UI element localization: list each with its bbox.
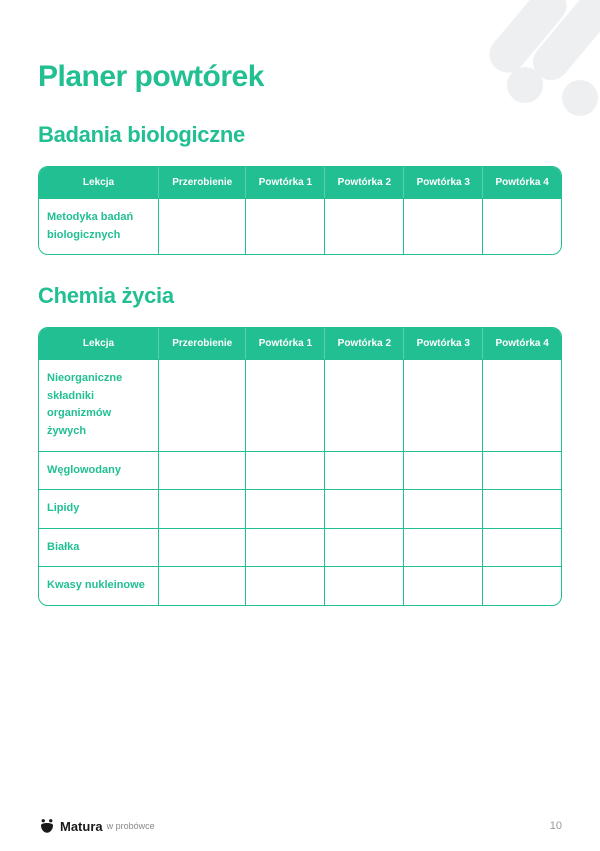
lesson-cell: Białka	[39, 528, 159, 567]
brand-logo: Matura w probówce	[38, 817, 155, 835]
col-header: Przerobienie	[159, 328, 246, 359]
lesson-cell: Nieorganiczne składniki organizmów żywyc…	[39, 359, 159, 450]
check-cell[interactable]	[404, 566, 483, 605]
table-row: Kwasy nukleinowe	[39, 566, 561, 605]
check-cell[interactable]	[325, 528, 404, 567]
table-row: Nieorganiczne składniki organizmów żywyc…	[39, 359, 561, 450]
page-footer: Matura w probówce 10	[0, 817, 600, 835]
check-cell[interactable]	[325, 359, 404, 450]
check-cell[interactable]	[325, 451, 404, 490]
table-row: Białka	[39, 528, 561, 567]
check-cell[interactable]	[246, 528, 325, 567]
check-cell[interactable]	[246, 566, 325, 605]
check-cell[interactable]	[404, 528, 483, 567]
check-cell[interactable]	[483, 198, 561, 254]
check-cell[interactable]	[483, 451, 561, 490]
check-cell[interactable]	[325, 198, 404, 254]
table-row: Węglowodany	[39, 451, 561, 490]
lesson-cell: Kwasy nukleinowe	[39, 566, 159, 605]
col-header: Powtórka 2	[325, 167, 404, 198]
planner-table-1: Lekcja Przerobienie Powtórka 1 Powtórka …	[38, 327, 562, 606]
check-cell[interactable]	[246, 489, 325, 528]
lesson-cell: Metodyka badań biologicznych	[39, 198, 159, 254]
page-title: Planer powtórek	[38, 60, 562, 94]
check-cell[interactable]	[404, 451, 483, 490]
check-cell[interactable]	[404, 359, 483, 450]
col-header: Powtórka 3	[404, 328, 483, 359]
col-header: Powtórka 1	[246, 328, 325, 359]
check-cell[interactable]	[159, 566, 246, 605]
check-cell[interactable]	[159, 451, 246, 490]
col-header: Przerobienie	[159, 167, 246, 198]
table-header-row: Lekcja Przerobienie Powtórka 1 Powtórka …	[39, 328, 561, 359]
lesson-cell: Lipidy	[39, 489, 159, 528]
check-cell[interactable]	[483, 359, 561, 450]
logo-text-main: Matura	[60, 819, 103, 834]
check-cell[interactable]	[246, 451, 325, 490]
col-header: Powtórka 3	[404, 167, 483, 198]
check-cell[interactable]	[159, 359, 246, 450]
table-row: Lipidy	[39, 489, 561, 528]
col-header: Powtórka 1	[246, 167, 325, 198]
check-cell[interactable]	[404, 489, 483, 528]
table-row: Metodyka badań biologicznych	[39, 198, 561, 254]
check-cell[interactable]	[325, 566, 404, 605]
lesson-cell: Węglowodany	[39, 451, 159, 490]
table-header-row: Lekcja Przerobienie Powtórka 1 Powtórka …	[39, 167, 561, 198]
col-header: Powtórka 4	[483, 328, 561, 359]
col-header: Lekcja	[39, 328, 159, 359]
check-cell[interactable]	[159, 489, 246, 528]
col-header: Powtórka 2	[325, 328, 404, 359]
page-number: 10	[550, 820, 562, 832]
logo-icon	[38, 817, 56, 835]
section-title-0: Badania biologiczne	[38, 122, 562, 148]
check-cell[interactable]	[404, 198, 483, 254]
col-header: Lekcja	[39, 167, 159, 198]
check-cell[interactable]	[483, 489, 561, 528]
check-cell[interactable]	[159, 528, 246, 567]
check-cell[interactable]	[483, 566, 561, 605]
check-cell[interactable]	[325, 489, 404, 528]
check-cell[interactable]	[483, 528, 561, 567]
logo-text-sub: w probówce	[107, 821, 155, 831]
col-header: Powtórka 4	[483, 167, 561, 198]
check-cell[interactable]	[159, 198, 246, 254]
check-cell[interactable]	[246, 198, 325, 254]
section-title-1: Chemia życia	[38, 283, 562, 309]
planner-table-0: Lekcja Przerobienie Powtórka 1 Powtórka …	[38, 166, 562, 255]
check-cell[interactable]	[246, 359, 325, 450]
